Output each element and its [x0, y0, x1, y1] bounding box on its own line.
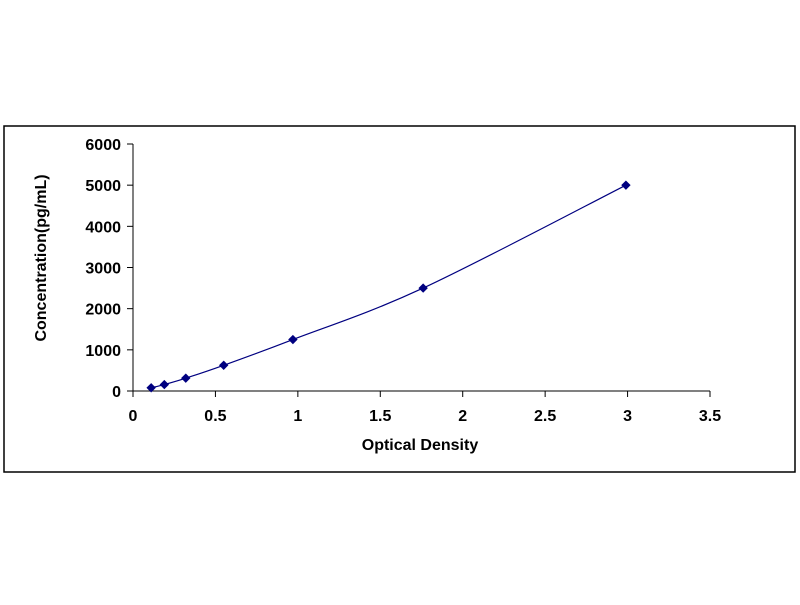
data-point [159, 379, 170, 390]
y-tick-label: 6000 [85, 137, 121, 154]
y-tick-label: 0 [112, 384, 121, 401]
y-tick-label: 1000 [85, 343, 121, 360]
x-tick-label: 2.5 [534, 408, 556, 425]
data-point [288, 334, 298, 345]
x-tick-labels: 0 0.5 1 1.5 2 2.5 3 3.5 [129, 408, 722, 425]
y-tick-label: 4000 [85, 219, 121, 236]
x-axis-ticks [132, 391, 711, 397]
data-point [218, 360, 229, 370]
y-axis-ticks [127, 143, 133, 392]
x-tick-label: 3.5 [699, 408, 721, 425]
x-tick-label: 1.5 [369, 408, 391, 425]
data-point [418, 283, 428, 293]
x-tick-label: 3 [623, 408, 632, 425]
x-tick-label: 1 [293, 408, 302, 425]
y-tick-labels: 0 1000 2000 3000 4000 5000 6000 [85, 137, 121, 401]
data-points [146, 180, 631, 393]
x-tick-label: 0.5 [204, 408, 226, 425]
x-axis-title: Optical Density [362, 437, 479, 454]
data-point [621, 180, 631, 190]
y-tick-label: 2000 [85, 302, 121, 319]
y-axis-title: Concentration(pg/mL) [33, 174, 50, 341]
x-tick-label: 0 [129, 408, 138, 425]
data-point [146, 383, 156, 393]
x-tick-label: 2 [458, 408, 467, 425]
data-point [181, 373, 191, 383]
y-tick-label: 3000 [85, 261, 121, 278]
y-tick-label: 5000 [85, 178, 121, 195]
